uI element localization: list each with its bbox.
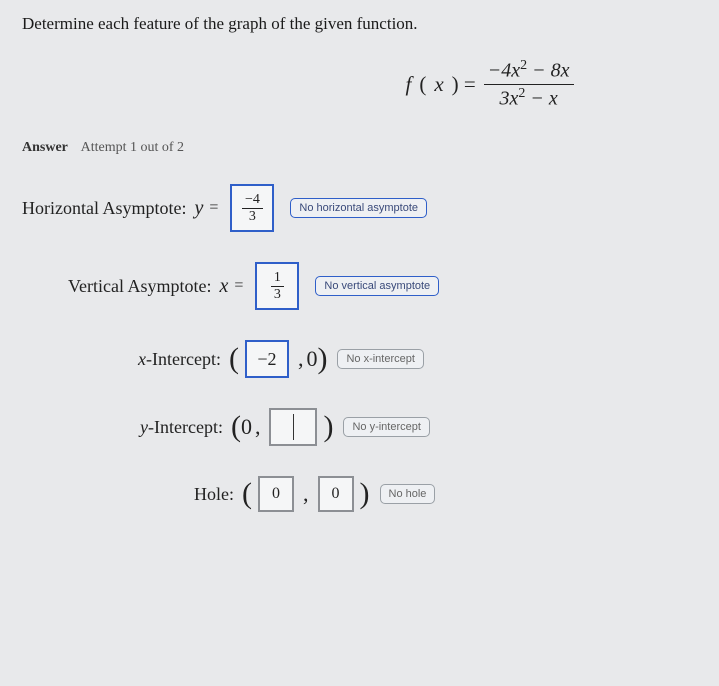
function-equation: f(x) = −4x2 − 8x 3x2 − x <box>22 58 697 110</box>
xi-y-value: 0 <box>306 346 317 372</box>
xi-x-input[interactable]: −2 <box>245 340 289 378</box>
hole-y-value: 0 <box>332 485 340 503</box>
comma: , <box>255 414 261 440</box>
yi-y-input[interactable] <box>269 408 317 446</box>
question-prompt: Determine each feature of the graph of t… <box>22 14 697 34</box>
open-paren: ( <box>229 344 239 374</box>
yi-label: y-Intercept: <box>140 417 223 438</box>
va-input-den: 3 <box>271 287 284 302</box>
no-va-button[interactable]: No vertical asymptote <box>315 276 439 296</box>
va-input-num: 1 <box>271 270 284 286</box>
hole-x-input[interactable]: 0 <box>258 476 294 512</box>
row-hole: Hole: ( 0 , 0 ) No hole <box>22 476 697 512</box>
comma: , <box>298 346 304 372</box>
yi-x-value: 0 <box>241 414 252 440</box>
close-paren: ) <box>317 344 327 374</box>
hole-label: Hole: <box>194 484 234 505</box>
open-paren: ( <box>231 412 241 442</box>
va-input[interactable]: 1 3 <box>255 262 299 310</box>
no-xi-button[interactable]: No x-intercept <box>337 349 423 369</box>
worksheet-page: Determine each feature of the graph of t… <box>0 0 719 512</box>
xi-label: x-Intercept: <box>138 349 221 370</box>
answer-label: Answer <box>22 140 68 155</box>
ha-input-den: 3 <box>246 209 259 224</box>
answer-header: Answer Attempt 1 out of 2 <box>22 140 697 156</box>
ha-label: Horizontal Asymptote: <box>22 198 186 219</box>
close-paren: ) <box>360 479 370 509</box>
no-hole-button[interactable]: No hole <box>380 484 436 504</box>
ha-var: y <box>194 197 203 220</box>
hole-y-input[interactable]: 0 <box>318 476 354 512</box>
row-x-intercept: x-Intercept: ( −2 , 0 ) No x-intercept <box>22 340 697 378</box>
row-y-intercept: y-Intercept: ( 0 , ) No y-intercept <box>22 408 697 446</box>
row-horizontal-asymptote: Horizontal Asymptote: y = −4 3 No horizo… <box>22 184 697 232</box>
text-cursor <box>293 414 294 440</box>
equals-sign: = <box>234 277 243 295</box>
equals-sign: = <box>209 199 218 217</box>
ha-input-num: −4 <box>242 192 263 208</box>
open-paren: ( <box>242 479 252 509</box>
no-yi-button[interactable]: No y-intercept <box>343 417 429 437</box>
xi-x-value: −2 <box>257 349 276 370</box>
close-paren: ) <box>323 412 333 442</box>
hole-x-value: 0 <box>272 485 280 503</box>
va-label: Vertical Asymptote: <box>68 276 211 297</box>
va-var: x <box>219 275 228 298</box>
attempt-text: Attempt 1 out of 2 <box>81 140 184 155</box>
ha-input[interactable]: −4 3 <box>230 184 274 232</box>
no-ha-button[interactable]: No horizontal asymptote <box>290 198 427 218</box>
row-vertical-asymptote: Vertical Asymptote: x = 1 3 No vertical … <box>22 262 697 310</box>
comma: , <box>303 481 309 507</box>
